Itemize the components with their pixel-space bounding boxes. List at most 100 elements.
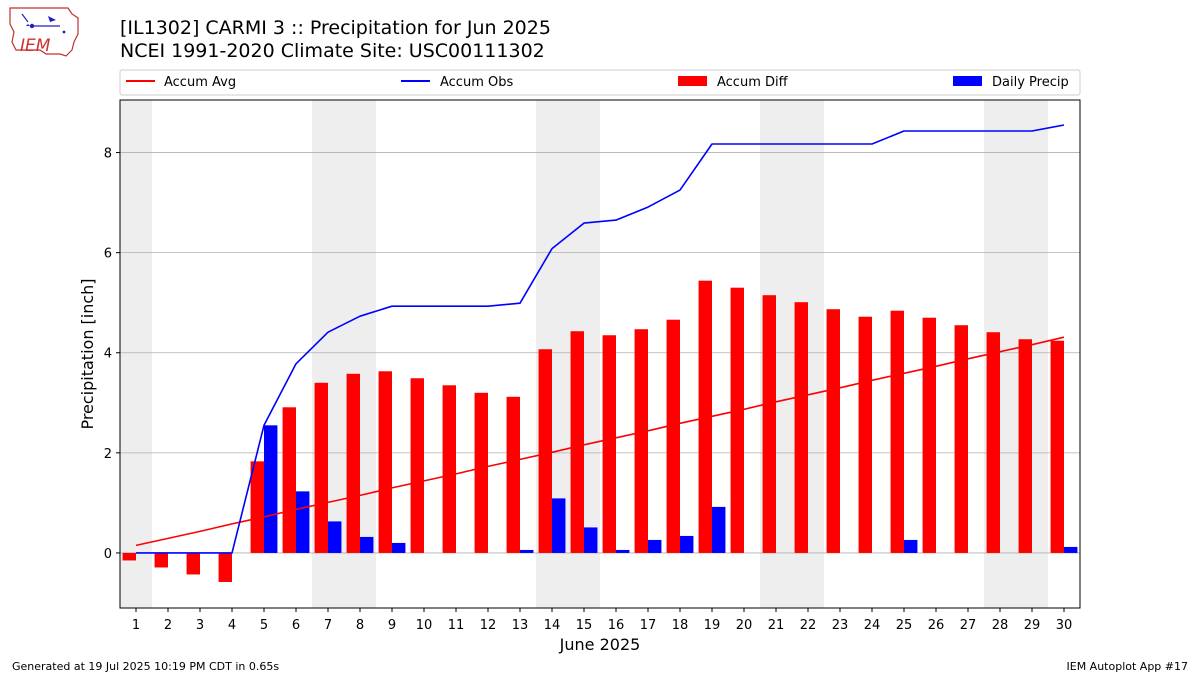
daily-precip-bar-day-16 <box>616 549 630 553</box>
legend-accum-avg-label: Accum Avg <box>164 75 236 90</box>
y-tick-label-4: 4 <box>104 347 112 362</box>
accum-diff-bar-day-25 <box>890 310 904 553</box>
accum-diff-bar-day-2 <box>154 552 168 568</box>
accum-diff-bar-day-11 <box>442 385 456 553</box>
accum-diff-bar-day-3 <box>186 552 200 575</box>
footer-app-text: IEM Autoplot App #17 <box>1066 660 1189 673</box>
grid-lines <box>120 152 1080 554</box>
x-tick-label-8: 8 <box>356 618 364 633</box>
accum-diff-bar-day-8 <box>346 373 360 553</box>
y-tick-label-2: 2 <box>104 447 112 462</box>
x-tick-label-4: 4 <box>228 618 236 633</box>
x-tick-label-24: 24 <box>864 618 881 633</box>
iem-logo: IEM <box>9 7 79 57</box>
x-tick-label-12: 12 <box>480 618 497 633</box>
x-tick-label-17: 17 <box>640 618 657 633</box>
chart-subtitle: NCEI 1991-2020 Climate Site: USC00111302 <box>120 40 545 62</box>
daily-precip-bar-day-18 <box>680 535 694 553</box>
accum-diff-bar-day-7 <box>314 382 328 553</box>
legend-box <box>119 69 1081 96</box>
x-tick-label-16: 16 <box>608 618 625 633</box>
x-tick-label-22: 22 <box>800 618 817 633</box>
y-tick-label-0: 0 <box>104 547 112 562</box>
accum-avg-line <box>135 336 1065 547</box>
x-tick-label-26: 26 <box>928 618 945 633</box>
x-tick-label-1: 1 <box>132 618 140 633</box>
x-tick-label-21: 21 <box>768 618 785 633</box>
x-tick-label-11: 11 <box>448 618 465 633</box>
accum-diff-bar-day-15 <box>570 331 584 553</box>
x-tick-label-29: 29 <box>1024 618 1041 633</box>
daily-precip-bar-day-14 <box>552 498 566 553</box>
accum-diff-bar-day-24 <box>858 316 872 553</box>
y-axis-label: Precipitation [inch] <box>78 278 97 429</box>
accum-diff-bar-day-1 <box>122 552 136 561</box>
x-tick-label-14: 14 <box>544 618 561 633</box>
daily-precip-bar-day-7 <box>328 521 342 553</box>
accum-diff-bar-day-5 <box>250 461 264 553</box>
accum-diff-bar-day-13 <box>506 396 520 553</box>
footer-generated-text: Generated at 19 Jul 2025 10:19 PM CDT in… <box>12 660 280 673</box>
daily-precip-bar-day-19 <box>712 506 726 553</box>
accum-diff-bar-day-6 <box>282 407 296 553</box>
accum-diff-bar-day-9 <box>378 371 392 553</box>
accum-diff-bar-day-16 <box>602 335 616 553</box>
x-tick-label-25: 25 <box>896 618 913 633</box>
accum-diff-bar-day-17 <box>634 329 648 553</box>
y-tick-label-8: 8 <box>104 147 112 162</box>
accum-diff-bar-day-22 <box>794 302 808 553</box>
daily-precip-bar-day-6 <box>296 491 310 553</box>
accum-diff-bar-day-20 <box>730 287 744 553</box>
bars <box>122 280 1078 582</box>
x-tick-label-10: 10 <box>416 618 433 633</box>
x-tick-label-20: 20 <box>736 618 753 633</box>
legend-daily-precip-label: Daily Precip <box>992 75 1069 90</box>
x-axis-label: June 2025 <box>559 635 641 654</box>
lines <box>135 124 1065 554</box>
accum-diff-bar-day-10 <box>410 378 424 553</box>
accum-diff-bar-day-12 <box>474 392 488 553</box>
legend-accum-diff-label: Accum Diff <box>717 75 789 90</box>
x-tick-label-19: 19 <box>704 618 721 633</box>
daily-precip-bar-day-17 <box>648 539 662 553</box>
chart-title: [IL1302] CARMI 3 :: Precipitation for Ju… <box>120 17 551 39</box>
plot-frame <box>119 99 1081 609</box>
x-tick-label-5: 5 <box>260 618 268 633</box>
legend-accum-obs-label: Accum Obs <box>440 75 513 90</box>
x-tick-label-9: 9 <box>388 618 396 633</box>
logo-text: IEM <box>20 36 51 56</box>
accum-diff-bar-day-26 <box>922 317 936 553</box>
x-tick-label-23: 23 <box>832 618 849 633</box>
x-tick-label-7: 7 <box>324 618 332 633</box>
daily-precip-bar-day-5 <box>264 425 278 553</box>
daily-precip-bar-day-30 <box>1064 546 1078 553</box>
accum-obs-line <box>136 124 1065 554</box>
weekend-shade-day-1 <box>120 100 152 608</box>
accum-diff-bar-day-14 <box>538 349 552 553</box>
accum-diff-bar-day-29 <box>1018 339 1032 553</box>
legend-accum-diff-swatch <box>678 76 707 86</box>
x-tick-label-18: 18 <box>672 618 689 633</box>
accum-diff-bar-day-30 <box>1050 340 1064 553</box>
accum-diff-bar-day-27 <box>954 325 968 553</box>
accum-diff-bar-day-18 <box>666 319 680 553</box>
y-tick-label-6: 6 <box>104 247 112 262</box>
daily-precip-bar-day-8 <box>360 536 374 553</box>
accum-diff-bar-day-4 <box>218 552 232 582</box>
x-tick-label-27: 27 <box>960 618 977 633</box>
x-tick-label-2: 2 <box>164 618 172 633</box>
x-tick-label-13: 13 <box>512 618 529 633</box>
daily-precip-bar-day-13 <box>520 549 534 553</box>
x-tick-label-30: 30 <box>1056 618 1073 633</box>
accum-diff-bar-day-19 <box>698 280 712 553</box>
x-tick-label-3: 3 <box>196 618 204 633</box>
accum-diff-bar-day-28 <box>986 332 1000 553</box>
x-tick-label-28: 28 <box>992 618 1009 633</box>
legend: Accum Avg Accum Obs Accum Diff Daily Pre… <box>119 69 1081 96</box>
daily-precip-bar-day-15 <box>584 527 598 553</box>
accum-diff-bar-day-21 <box>762 295 776 553</box>
accum-diff-bar-day-23 <box>826 309 840 553</box>
legend-daily-precip-swatch <box>953 76 982 86</box>
